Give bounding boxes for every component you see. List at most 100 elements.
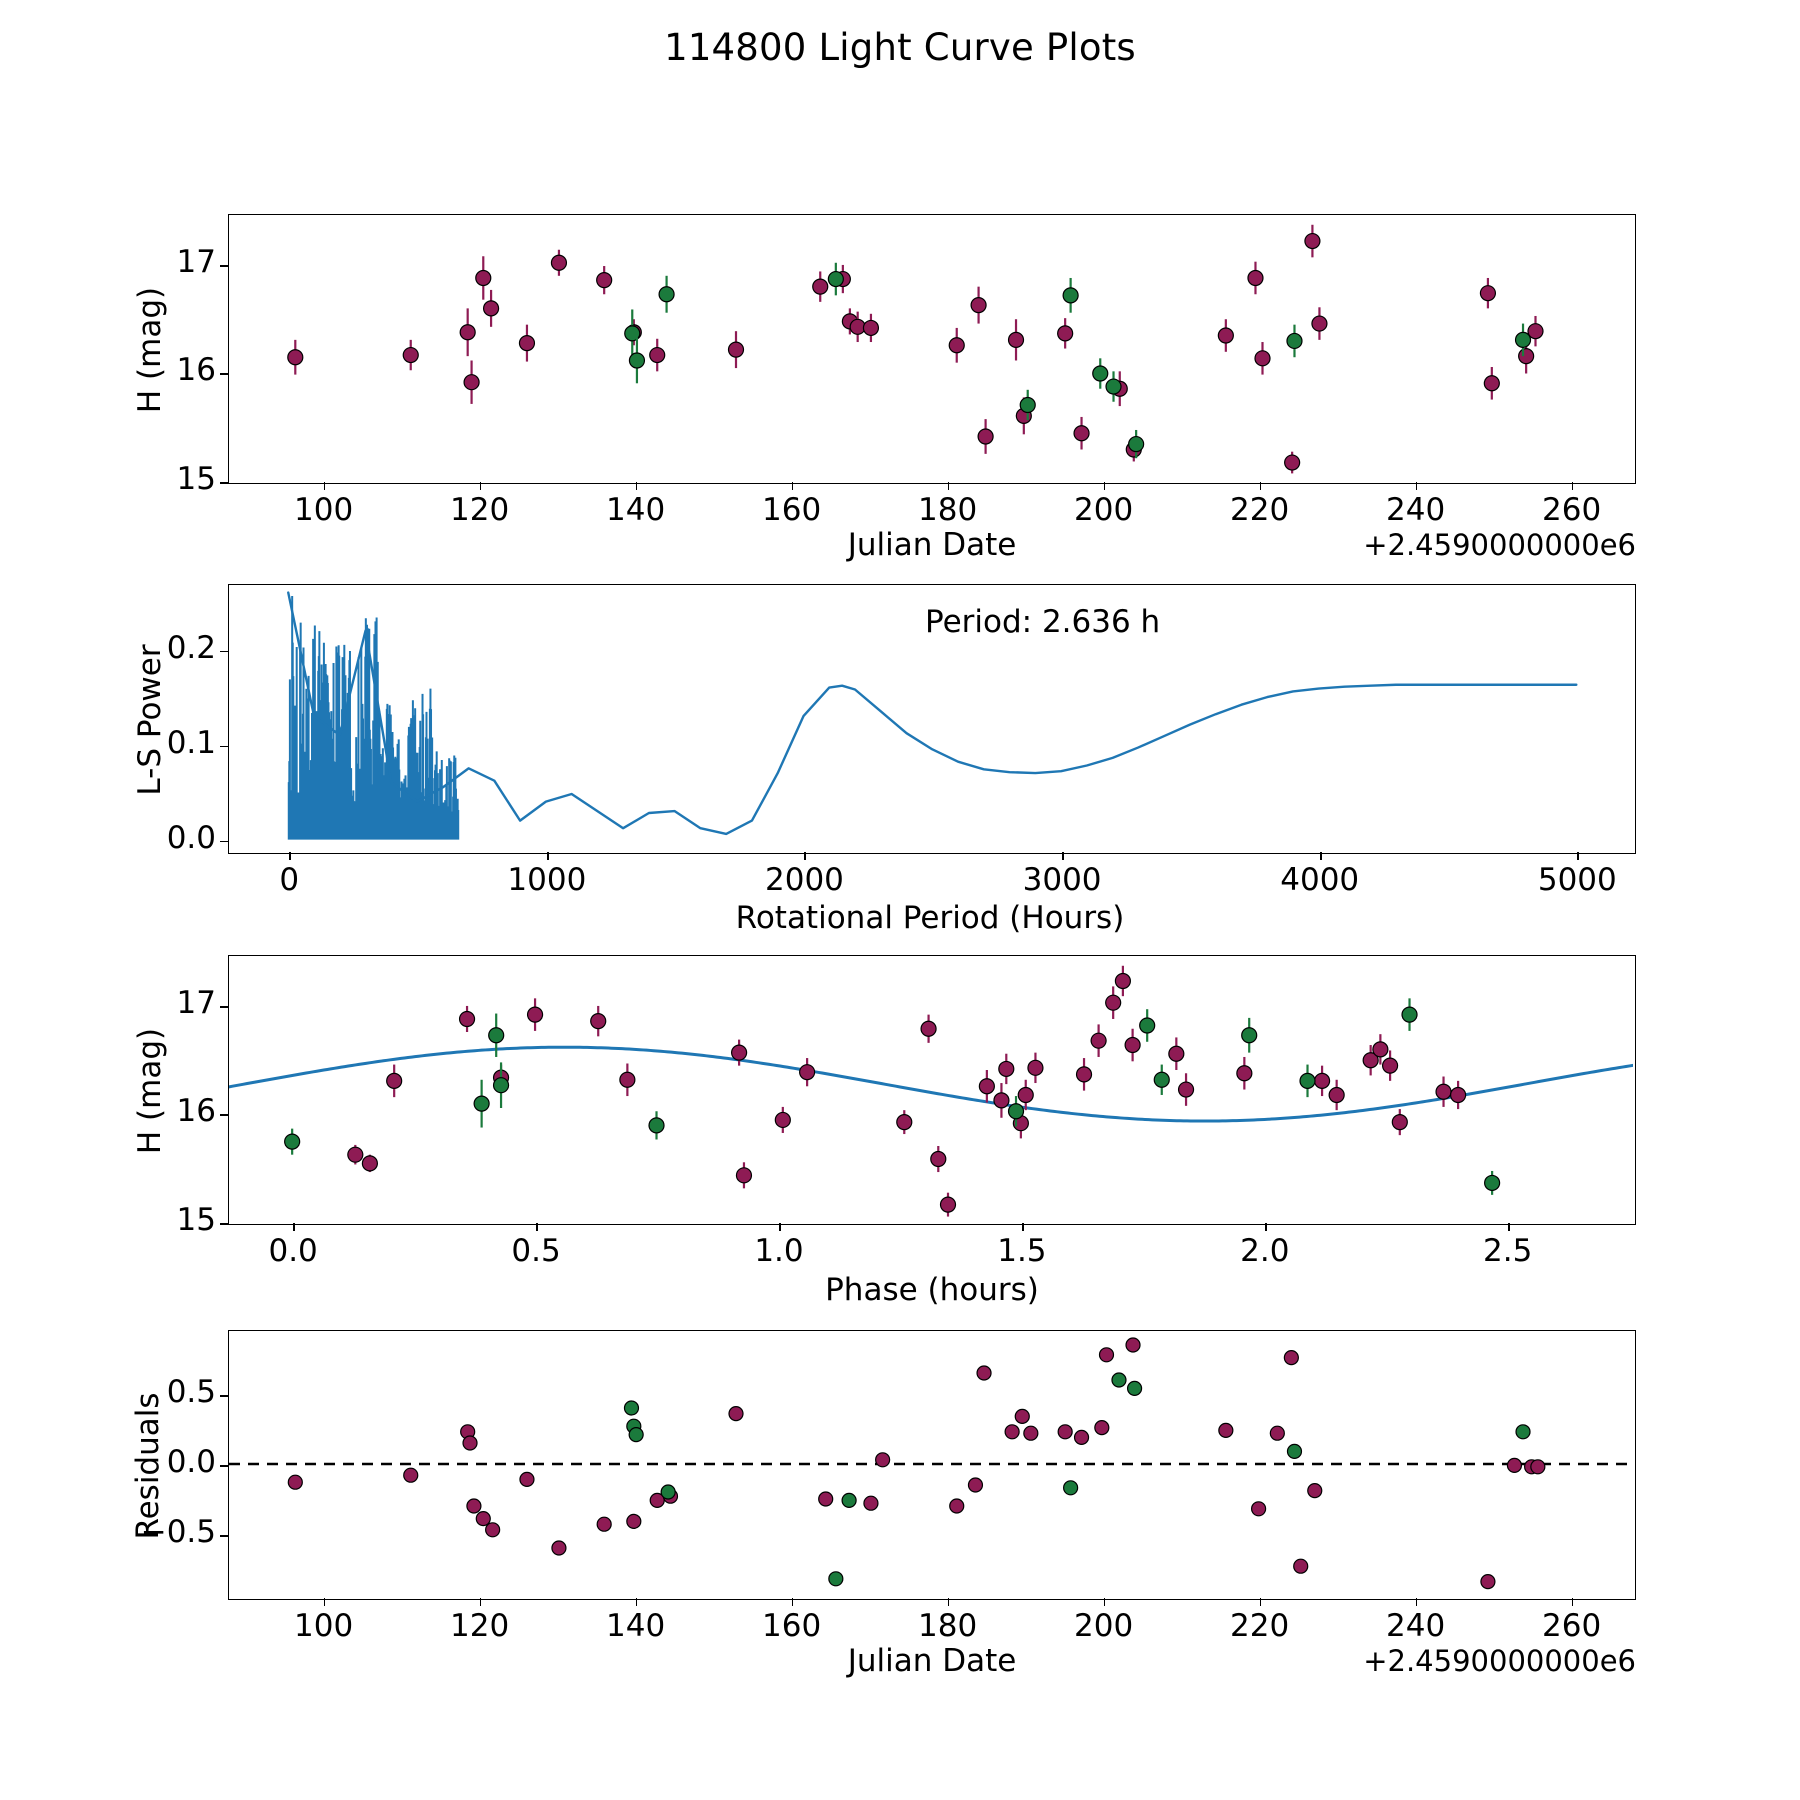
y-tick-mark xyxy=(220,1535,228,1537)
y-tick-mark xyxy=(220,1114,228,1117)
x-tick-mark xyxy=(1577,852,1580,860)
y-tick-label: 16 xyxy=(176,352,216,389)
x-tick-label: 180 xyxy=(918,492,978,528)
series-secondary xyxy=(624,262,1532,459)
residuals-xoffset: +2.4590000000e6 xyxy=(1363,1644,1636,1678)
x-tick-mark xyxy=(479,1598,482,1606)
x-tick-mark xyxy=(791,1598,794,1606)
x-tick-mark xyxy=(1259,1598,1262,1606)
x-tick-label: 260 xyxy=(1542,1608,1602,1644)
x-tick-label: 140 xyxy=(606,492,666,528)
x-tick-mark xyxy=(546,852,549,860)
phased-axes xyxy=(228,955,1636,1225)
lightcurve-plot-area xyxy=(287,224,1544,474)
y-tick-label: 15 xyxy=(176,461,216,497)
y-tick-mark xyxy=(220,482,228,484)
x-tick-mark xyxy=(1319,852,1322,860)
x-tick-mark xyxy=(1259,482,1262,490)
y-tick-label: 0.5 xyxy=(166,1374,216,1410)
x-tick-label: 100 xyxy=(294,1608,354,1644)
y-tick-label: 0.2 xyxy=(166,629,216,666)
x-tick-label: 140 xyxy=(606,1608,666,1644)
x-tick-mark xyxy=(323,482,326,490)
y-tick-label: −0.5 xyxy=(140,1514,216,1550)
x-tick-mark xyxy=(1571,1598,1574,1606)
x-tick-label: 2000 xyxy=(765,862,844,898)
x-tick-label: 0.0 xyxy=(268,1233,318,1269)
y-tick-mark xyxy=(220,1465,228,1467)
y-tick-label: 15 xyxy=(176,1202,216,1238)
page-title: 114800 Light Curve Plots xyxy=(664,26,1136,69)
y-tick-label: 0.1 xyxy=(166,724,216,761)
x-tick-mark xyxy=(947,1598,950,1606)
periodogram-axes xyxy=(228,584,1636,854)
residuals-axes xyxy=(228,1330,1636,1600)
phased-xlabel: Phase (hours) xyxy=(825,1272,1039,1308)
x-tick-label: 260 xyxy=(1542,492,1602,528)
x-tick-mark xyxy=(1415,482,1418,490)
y-tick-mark xyxy=(220,840,228,843)
y-tick-mark xyxy=(220,264,228,267)
x-tick-label: 3000 xyxy=(1022,862,1102,898)
y-tick-label: 17 xyxy=(176,243,216,280)
phased-ylabel: H (mag) xyxy=(132,1027,168,1155)
x-tick-mark xyxy=(635,1598,638,1606)
x-tick-mark xyxy=(1415,1598,1418,1606)
x-tick-label: 240 xyxy=(1386,492,1446,528)
residuals-xlabel: Julian Date xyxy=(847,1643,1017,1679)
x-tick-mark xyxy=(289,852,292,860)
period-annotation: Period: 2.636 h xyxy=(925,604,1161,640)
residuals-plot-area xyxy=(229,1337,1633,1590)
series-primary xyxy=(347,965,1467,1217)
lightcurve-xoffset: +2.4590000000e6 xyxy=(1363,528,1636,562)
x-tick-label: 200 xyxy=(1074,1608,1134,1644)
y-tick-mark xyxy=(220,1223,228,1225)
x-tick-mark xyxy=(791,482,794,490)
x-tick-label: 1000 xyxy=(507,862,587,898)
lightcurve-axes xyxy=(228,214,1636,484)
series-primary xyxy=(287,1337,1546,1590)
y-tick-mark xyxy=(220,650,228,653)
x-tick-mark xyxy=(1062,852,1064,860)
y-tick-mark xyxy=(220,745,228,748)
x-tick-label: 220 xyxy=(1230,1608,1290,1644)
lightcurve-xlabel: Julian Date xyxy=(847,527,1017,563)
x-tick-label: 5000 xyxy=(1537,862,1617,898)
x-tick-label: 160 xyxy=(762,1608,822,1644)
x-tick-label: 0.5 xyxy=(511,1233,561,1269)
y-tick-label: 0.0 xyxy=(166,1444,216,1480)
x-tick-mark xyxy=(804,852,807,860)
x-tick-mark xyxy=(323,1598,326,1606)
x-tick-label: 1.0 xyxy=(754,1233,804,1269)
y-tick-mark xyxy=(220,1395,228,1397)
periodogram-trace xyxy=(287,591,1578,840)
x-tick-mark xyxy=(778,1223,781,1231)
x-tick-label: 0 xyxy=(279,862,300,898)
series-secondary xyxy=(623,1372,1531,1587)
x-tick-mark xyxy=(635,482,638,490)
x-tick-label: 180 xyxy=(918,1608,978,1644)
x-tick-label: 220 xyxy=(1230,492,1290,528)
y-tick-mark xyxy=(220,1005,228,1008)
x-tick-label: 240 xyxy=(1386,1608,1446,1644)
x-tick-mark xyxy=(947,482,950,490)
x-tick-label: 100 xyxy=(294,492,354,528)
y-tick-label: 17 xyxy=(176,984,216,1021)
x-tick-label: 1.5 xyxy=(997,1233,1047,1269)
x-tick-mark xyxy=(293,1223,296,1231)
x-tick-mark xyxy=(479,482,482,490)
y-tick-label: 16 xyxy=(176,1093,216,1130)
x-tick-mark xyxy=(1103,482,1106,490)
x-tick-label: 4000 xyxy=(1280,862,1360,898)
y-tick-label: 0.0 xyxy=(166,819,216,856)
x-tick-mark xyxy=(1103,1598,1106,1606)
x-tick-label: 160 xyxy=(762,492,822,528)
lightcurve-ylabel: H (mag) xyxy=(132,286,168,414)
periodogram-plot-area xyxy=(287,591,1578,840)
series-primary xyxy=(287,224,1544,474)
x-tick-label: 120 xyxy=(450,492,510,528)
x-tick-mark xyxy=(1021,1223,1024,1231)
x-tick-mark xyxy=(1264,1223,1267,1231)
periodogram-xlabel: Rotational Period (Hours) xyxy=(735,900,1125,936)
